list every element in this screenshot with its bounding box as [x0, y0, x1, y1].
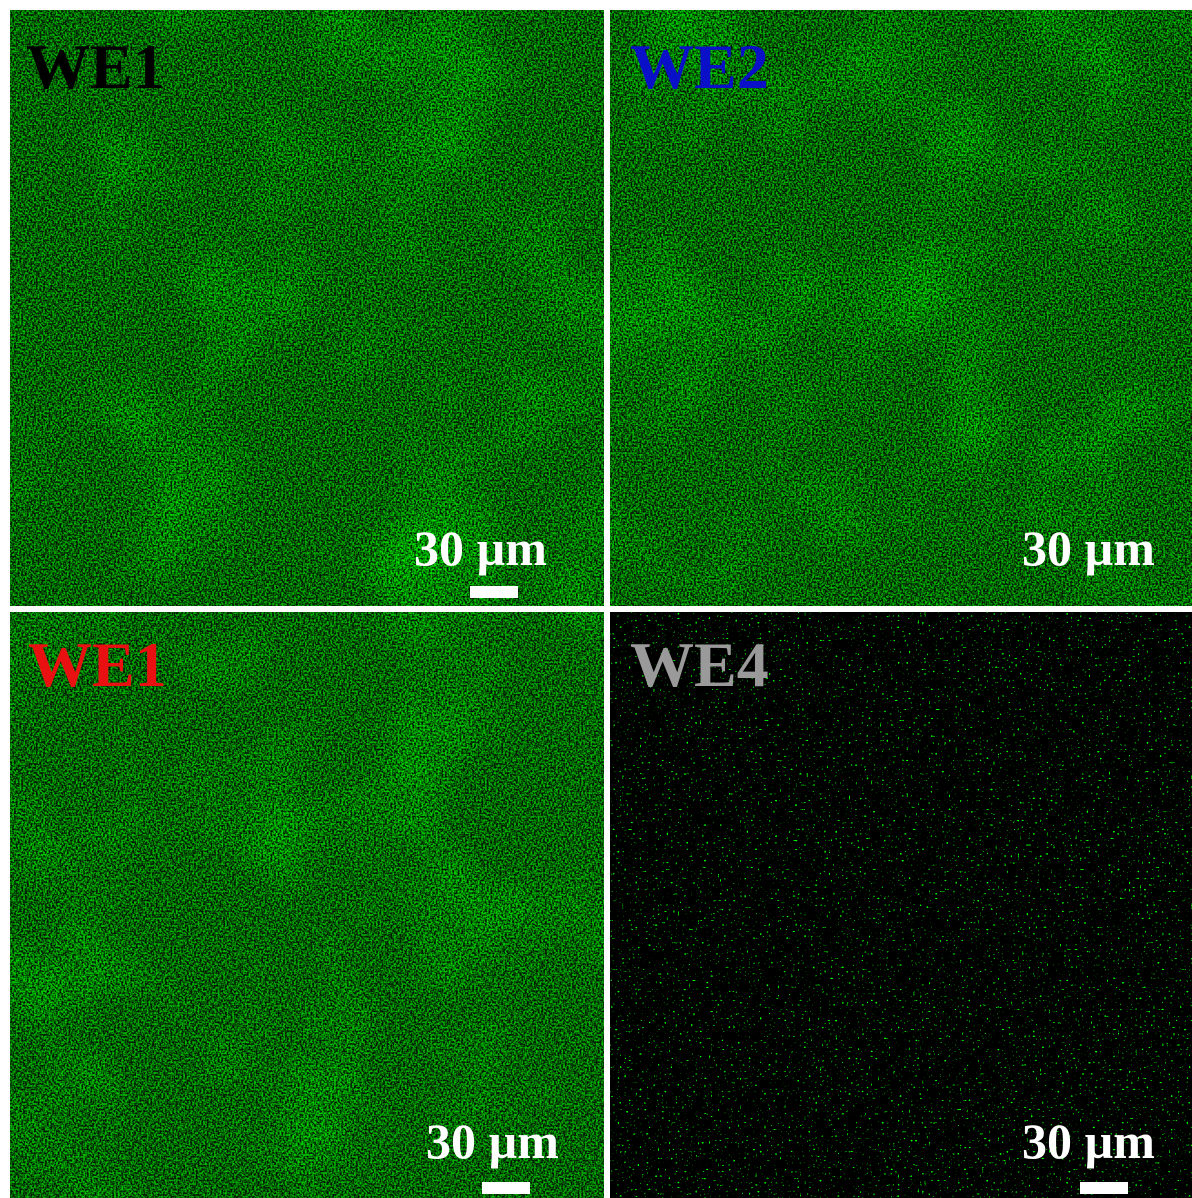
panel: WE4 30 µm	[610, 612, 1192, 1198]
panel-label: WE2	[630, 31, 769, 102]
scale-bar-label: 30 µm	[426, 1113, 559, 1169]
scale-bar-label: 30 µm	[414, 520, 547, 576]
scale-bar-label: 30 µm	[1022, 1113, 1155, 1169]
scale-bar-label: 30 µm	[1022, 520, 1155, 576]
scale-bar	[470, 586, 518, 598]
panel: WE2 30 µm	[610, 10, 1192, 606]
page: WE1 30 µm WE2 30 µm WE1 30 µm WE4 30 µm …	[0, 0, 1192, 1198]
scale-bar	[1080, 1182, 1128, 1194]
panel: WE1 30 µm	[10, 10, 604, 606]
panel-label: WE4	[630, 629, 769, 700]
figure: WE1 30 µm WE2 30 µm WE1 30 µm WE4 30 µm	[0, 0, 1192, 1198]
panel-label: WE1	[28, 629, 167, 700]
panel-label: WE1	[26, 31, 165, 102]
panel: WE1 30 µm	[10, 612, 604, 1198]
scale-bar	[482, 1182, 530, 1194]
